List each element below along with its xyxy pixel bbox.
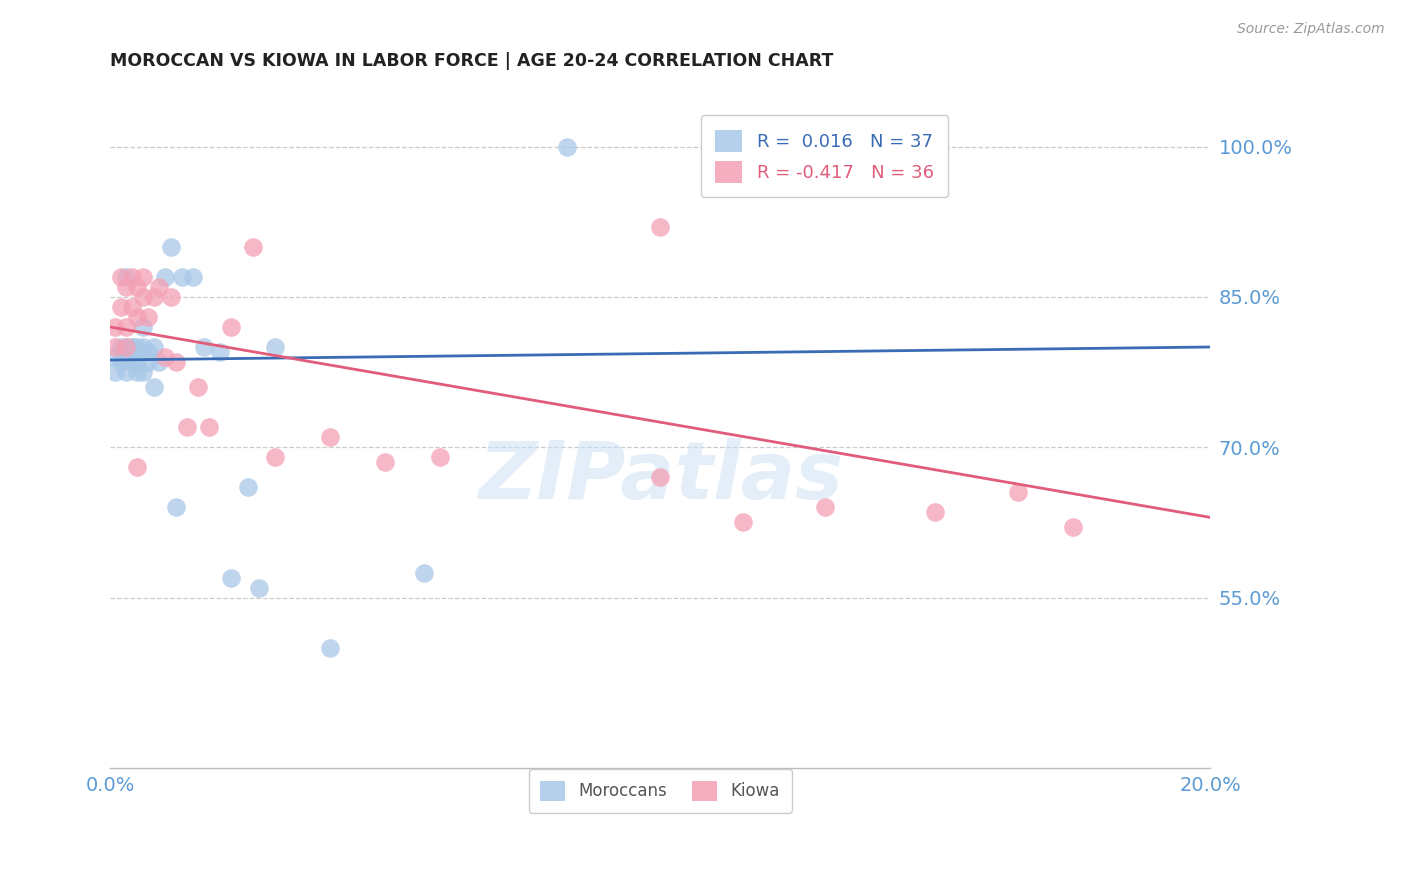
Point: [127, 365, 149, 379]
Point: [127, 340, 149, 354]
Point: [121, 340, 143, 354]
Point: [650, 470, 672, 484]
Point: [187, 380, 209, 394]
Text: Source: ZipAtlas.com: Source: ZipAtlas.com: [1237, 22, 1385, 37]
Point: [1062, 520, 1084, 534]
Point: [104, 340, 127, 354]
Point: [115, 269, 138, 284]
Point: [165, 500, 187, 515]
Point: [219, 570, 242, 584]
Point: [159, 240, 181, 254]
Point: [264, 450, 287, 465]
Point: [110, 340, 132, 354]
Point: [143, 340, 166, 354]
Point: [555, 139, 578, 153]
Point: [115, 320, 138, 334]
Point: [143, 380, 166, 394]
Point: [193, 340, 215, 354]
Point: [319, 640, 342, 655]
Point: [924, 505, 946, 519]
Point: [104, 350, 127, 364]
Point: [650, 219, 672, 234]
Point: [127, 460, 149, 475]
Point: [115, 365, 138, 379]
Point: [138, 310, 160, 324]
Point: [148, 280, 170, 294]
Point: [115, 350, 138, 364]
Point: [208, 345, 231, 359]
Point: [1007, 485, 1029, 500]
Point: [132, 320, 155, 334]
Point: [912, 139, 935, 153]
Point: [110, 300, 132, 314]
Point: [110, 355, 132, 369]
Point: [138, 355, 160, 369]
Point: [198, 420, 221, 434]
Point: [115, 340, 138, 354]
Point: [138, 345, 160, 359]
Point: [121, 340, 143, 354]
Point: [264, 340, 287, 354]
Point: [143, 290, 166, 304]
Point: [153, 269, 176, 284]
Point: [104, 320, 127, 334]
Point: [159, 290, 181, 304]
Point: [132, 365, 155, 379]
Point: [170, 269, 193, 284]
Point: [148, 355, 170, 369]
Point: [121, 300, 143, 314]
Point: [236, 480, 259, 494]
Point: [132, 269, 155, 284]
Point: [121, 355, 143, 369]
Point: [127, 280, 149, 294]
Point: [374, 455, 396, 469]
Point: [115, 280, 138, 294]
Point: [127, 310, 149, 324]
Point: [219, 320, 242, 334]
Point: [242, 240, 264, 254]
Point: [104, 365, 127, 379]
Point: [110, 269, 132, 284]
Point: [132, 290, 155, 304]
Text: MOROCCAN VS KIOWA IN LABOR FORCE | AGE 20-24 CORRELATION CHART: MOROCCAN VS KIOWA IN LABOR FORCE | AGE 2…: [110, 52, 834, 70]
Text: ZIPatlas: ZIPatlas: [478, 438, 842, 516]
Point: [165, 355, 187, 369]
Point: [814, 500, 837, 515]
Point: [153, 350, 176, 364]
Point: [127, 355, 149, 369]
Point: [429, 450, 451, 465]
Point: [181, 269, 204, 284]
Point: [319, 430, 342, 444]
Point: [132, 340, 155, 354]
Point: [115, 340, 138, 354]
Point: [176, 420, 198, 434]
Point: [412, 566, 434, 580]
Point: [731, 516, 754, 530]
Point: [121, 269, 143, 284]
Point: [247, 581, 270, 595]
Legend: Moroccans, Kiowa: Moroccans, Kiowa: [529, 769, 792, 813]
